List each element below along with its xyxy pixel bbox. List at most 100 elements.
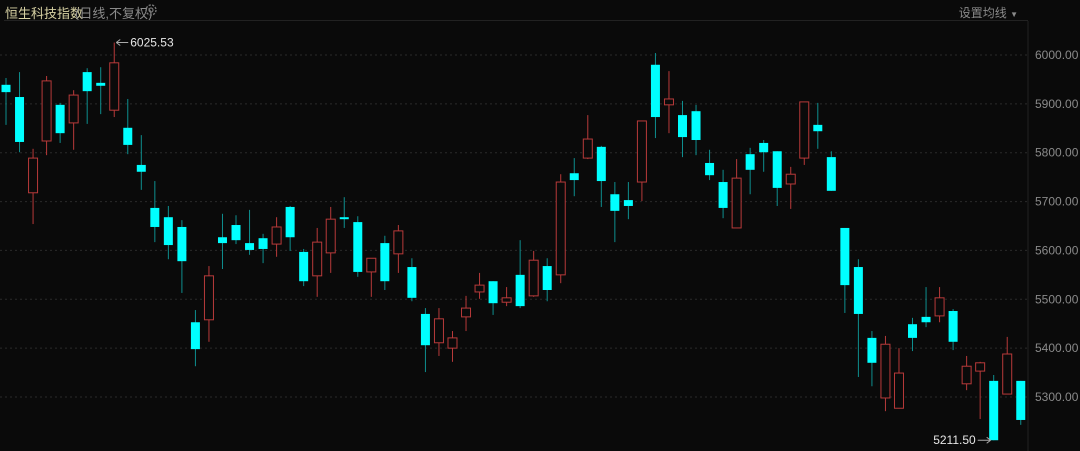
candle-body-up <box>961 365 972 385</box>
candle <box>880 335 891 412</box>
candle <box>555 174 566 284</box>
gear-icon[interactable] <box>144 3 158 17</box>
candle-body-down <box>691 111 701 141</box>
candle-body-up <box>28 157 39 194</box>
candle-body-up <box>785 173 796 185</box>
candles <box>1 42 1026 441</box>
candle <box>380 235 390 291</box>
candle <box>1 77 11 125</box>
candle <box>989 375 999 441</box>
candle-body-up <box>582 138 593 159</box>
candle-body-down <box>15 97 25 142</box>
candle <box>190 310 200 367</box>
candle-body-down <box>136 164 146 172</box>
candle-body-down <box>353 222 363 272</box>
candle <box>623 182 633 220</box>
candle-body-up <box>41 80 52 142</box>
candle-body-up <box>474 284 485 293</box>
candle-body-down <box>610 194 620 211</box>
candle <box>759 140 769 172</box>
y-tick-label: 5700.00 <box>1035 195 1079 209</box>
candle-body-down <box>217 237 227 244</box>
candle-body-up <box>312 241 323 277</box>
candle <box>908 317 918 352</box>
y-tick-label: 5300.00 <box>1035 390 1079 404</box>
candle <box>407 258 417 302</box>
y-axis: 6000.00 5900.00 5800.00 5700.00 5600.00 5500.… <box>1035 48 1079 404</box>
y-tick-label: 5400.00 <box>1035 341 1079 355</box>
candle <box>420 308 430 373</box>
candle-body-down <box>177 226 187 262</box>
candle-body-down <box>678 115 687 138</box>
candle <box>474 272 485 299</box>
candle-body-down <box>853 267 863 314</box>
candle <box>150 181 160 243</box>
candle-body-up <box>663 98 674 106</box>
max-marker: 6025.53 <box>115 36 174 50</box>
candle-body-up <box>325 218 336 254</box>
candle <box>299 248 309 287</box>
candle <box>488 281 498 315</box>
candle <box>177 220 187 293</box>
ma-setting-button[interactable]: 设置均线 ▼ <box>959 4 1018 21</box>
candle <box>569 158 579 197</box>
candle-body-down <box>258 238 268 249</box>
candle <box>1016 380 1026 425</box>
candle-body-down <box>245 243 255 250</box>
candle-body-down <box>1016 380 1026 420</box>
candle <box>41 76 52 156</box>
candle <box>961 355 972 391</box>
candle-body-down <box>96 82 106 86</box>
candle-body-down <box>596 146 606 182</box>
candle <box>975 361 986 419</box>
candle-body-up <box>1002 353 1013 395</box>
candle-body-down <box>285 206 295 238</box>
candle <box>772 151 782 206</box>
chart-header: 恒生科技指数 (日线,不复权) 设置均线 ▼ <box>0 0 1080 21</box>
candle <box>393 225 404 273</box>
chart-subtitle: (日线,不复权) <box>75 6 153 21</box>
candle-body-down <box>718 182 728 208</box>
arrow-left-icon <box>115 39 129 46</box>
y-tick-label: 5900.00 <box>1035 97 1079 111</box>
candle-body-down <box>705 162 715 176</box>
candle <box>109 42 120 118</box>
candle <box>948 309 958 351</box>
candle-body-down <box>840 227 850 286</box>
candle-body-up <box>393 230 404 255</box>
candle-body-up <box>366 257 377 273</box>
candle-body-down <box>1 84 11 93</box>
candle <box>893 348 904 409</box>
candle-body-down <box>623 200 633 206</box>
candle <box>258 233 268 264</box>
min-marker: 5211.50 <box>933 433 991 447</box>
header-divider <box>4 20 1028 21</box>
candle <box>663 71 674 134</box>
candle <box>55 102 65 143</box>
candle-body-down <box>989 380 999 441</box>
candle <box>853 259 863 377</box>
candle <box>650 53 660 139</box>
candle-body-down <box>515 274 525 307</box>
candle <box>433 308 444 356</box>
candle <box>1002 336 1013 395</box>
candle-body-up <box>555 181 566 276</box>
candle <box>785 166 796 209</box>
candle-body-up <box>975 362 986 372</box>
candle-body-down <box>150 207 160 227</box>
candle-body-up <box>271 226 282 245</box>
chart-title: 恒生科技指数 <box>5 6 84 21</box>
candle <box>718 169 728 219</box>
candle <box>123 98 133 155</box>
candle <box>28 148 39 225</box>
candle-body-down <box>542 266 552 291</box>
candle <box>15 72 25 153</box>
candle-body-up <box>731 177 742 229</box>
candle-body-down <box>380 243 390 282</box>
candle-body-down <box>407 267 417 298</box>
candle-body-up <box>501 297 512 303</box>
candle <box>447 331 458 362</box>
min-price-label: 5211.50 <box>933 433 976 447</box>
candle-body-down <box>826 157 836 191</box>
